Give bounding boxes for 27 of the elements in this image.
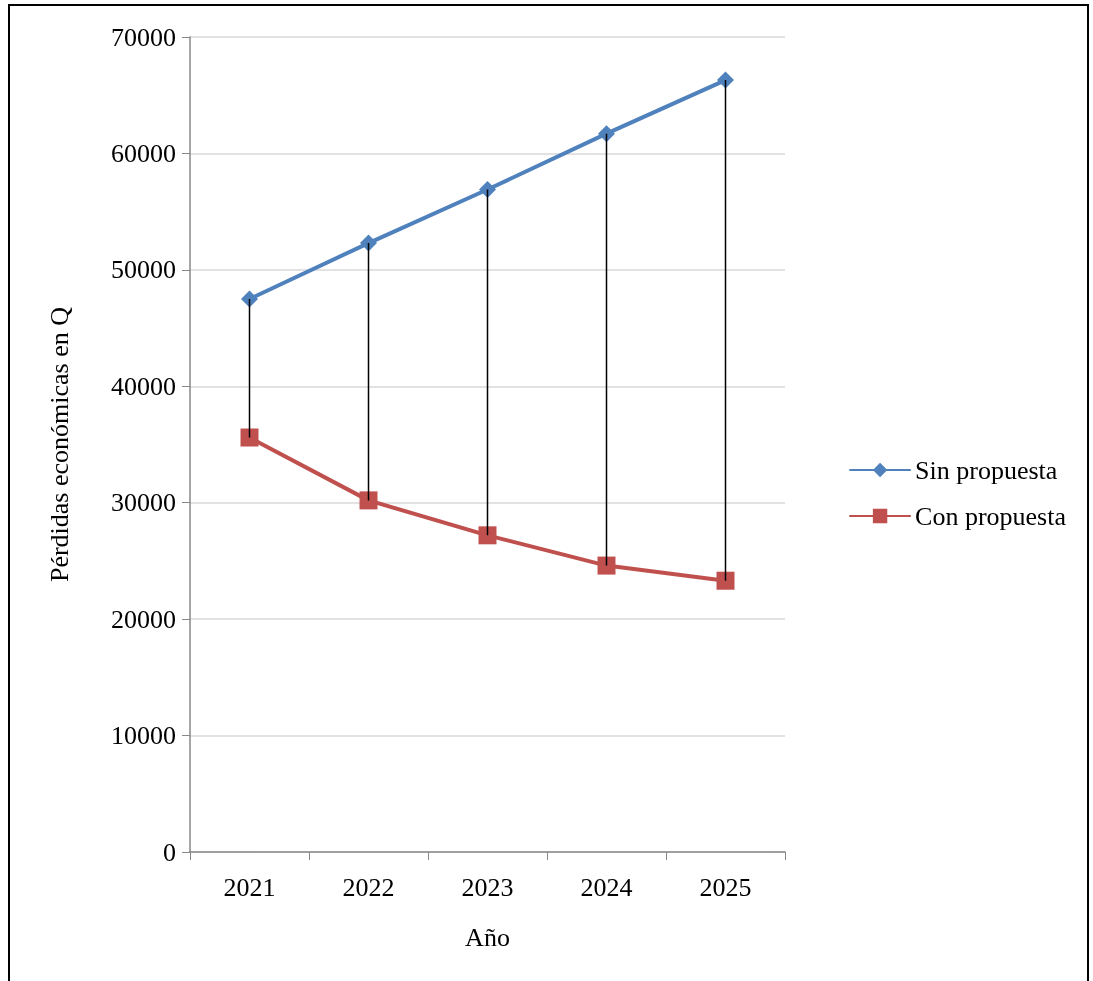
y-tick-label: 0 — [163, 837, 176, 867]
point — [241, 290, 258, 308]
y-tick-label: 50000 — [111, 255, 176, 285]
point — [717, 71, 734, 89]
y-tick-label: 70000 — [111, 22, 176, 52]
point — [240, 428, 259, 447]
point — [716, 571, 735, 590]
y-axis-title: Pérdidas económicas en Q — [44, 306, 74, 583]
point — [478, 526, 497, 545]
point — [479, 181, 496, 199]
x-tick-label: 2022 — [342, 872, 395, 902]
point — [359, 491, 378, 510]
x-tick-label: 2023 — [461, 872, 514, 902]
x-tick-label: 2021 — [223, 872, 276, 902]
y-tick-label: 60000 — [111, 138, 176, 168]
y-tick-label: 30000 — [111, 488, 176, 518]
legend-label: Sin propuesta — [915, 455, 1058, 485]
point — [598, 125, 615, 143]
legend-label: Con propuesta — [915, 501, 1067, 531]
x-axis-title: Año — [465, 922, 510, 952]
y-tick-label: 10000 — [111, 721, 176, 751]
y-tick-label: 20000 — [111, 604, 176, 634]
y-tick-label: 40000 — [111, 371, 176, 401]
point — [360, 234, 377, 252]
x-tick-label: 2025 — [699, 872, 752, 902]
point — [597, 556, 616, 575]
x-tick-label: 2024 — [580, 872, 633, 902]
